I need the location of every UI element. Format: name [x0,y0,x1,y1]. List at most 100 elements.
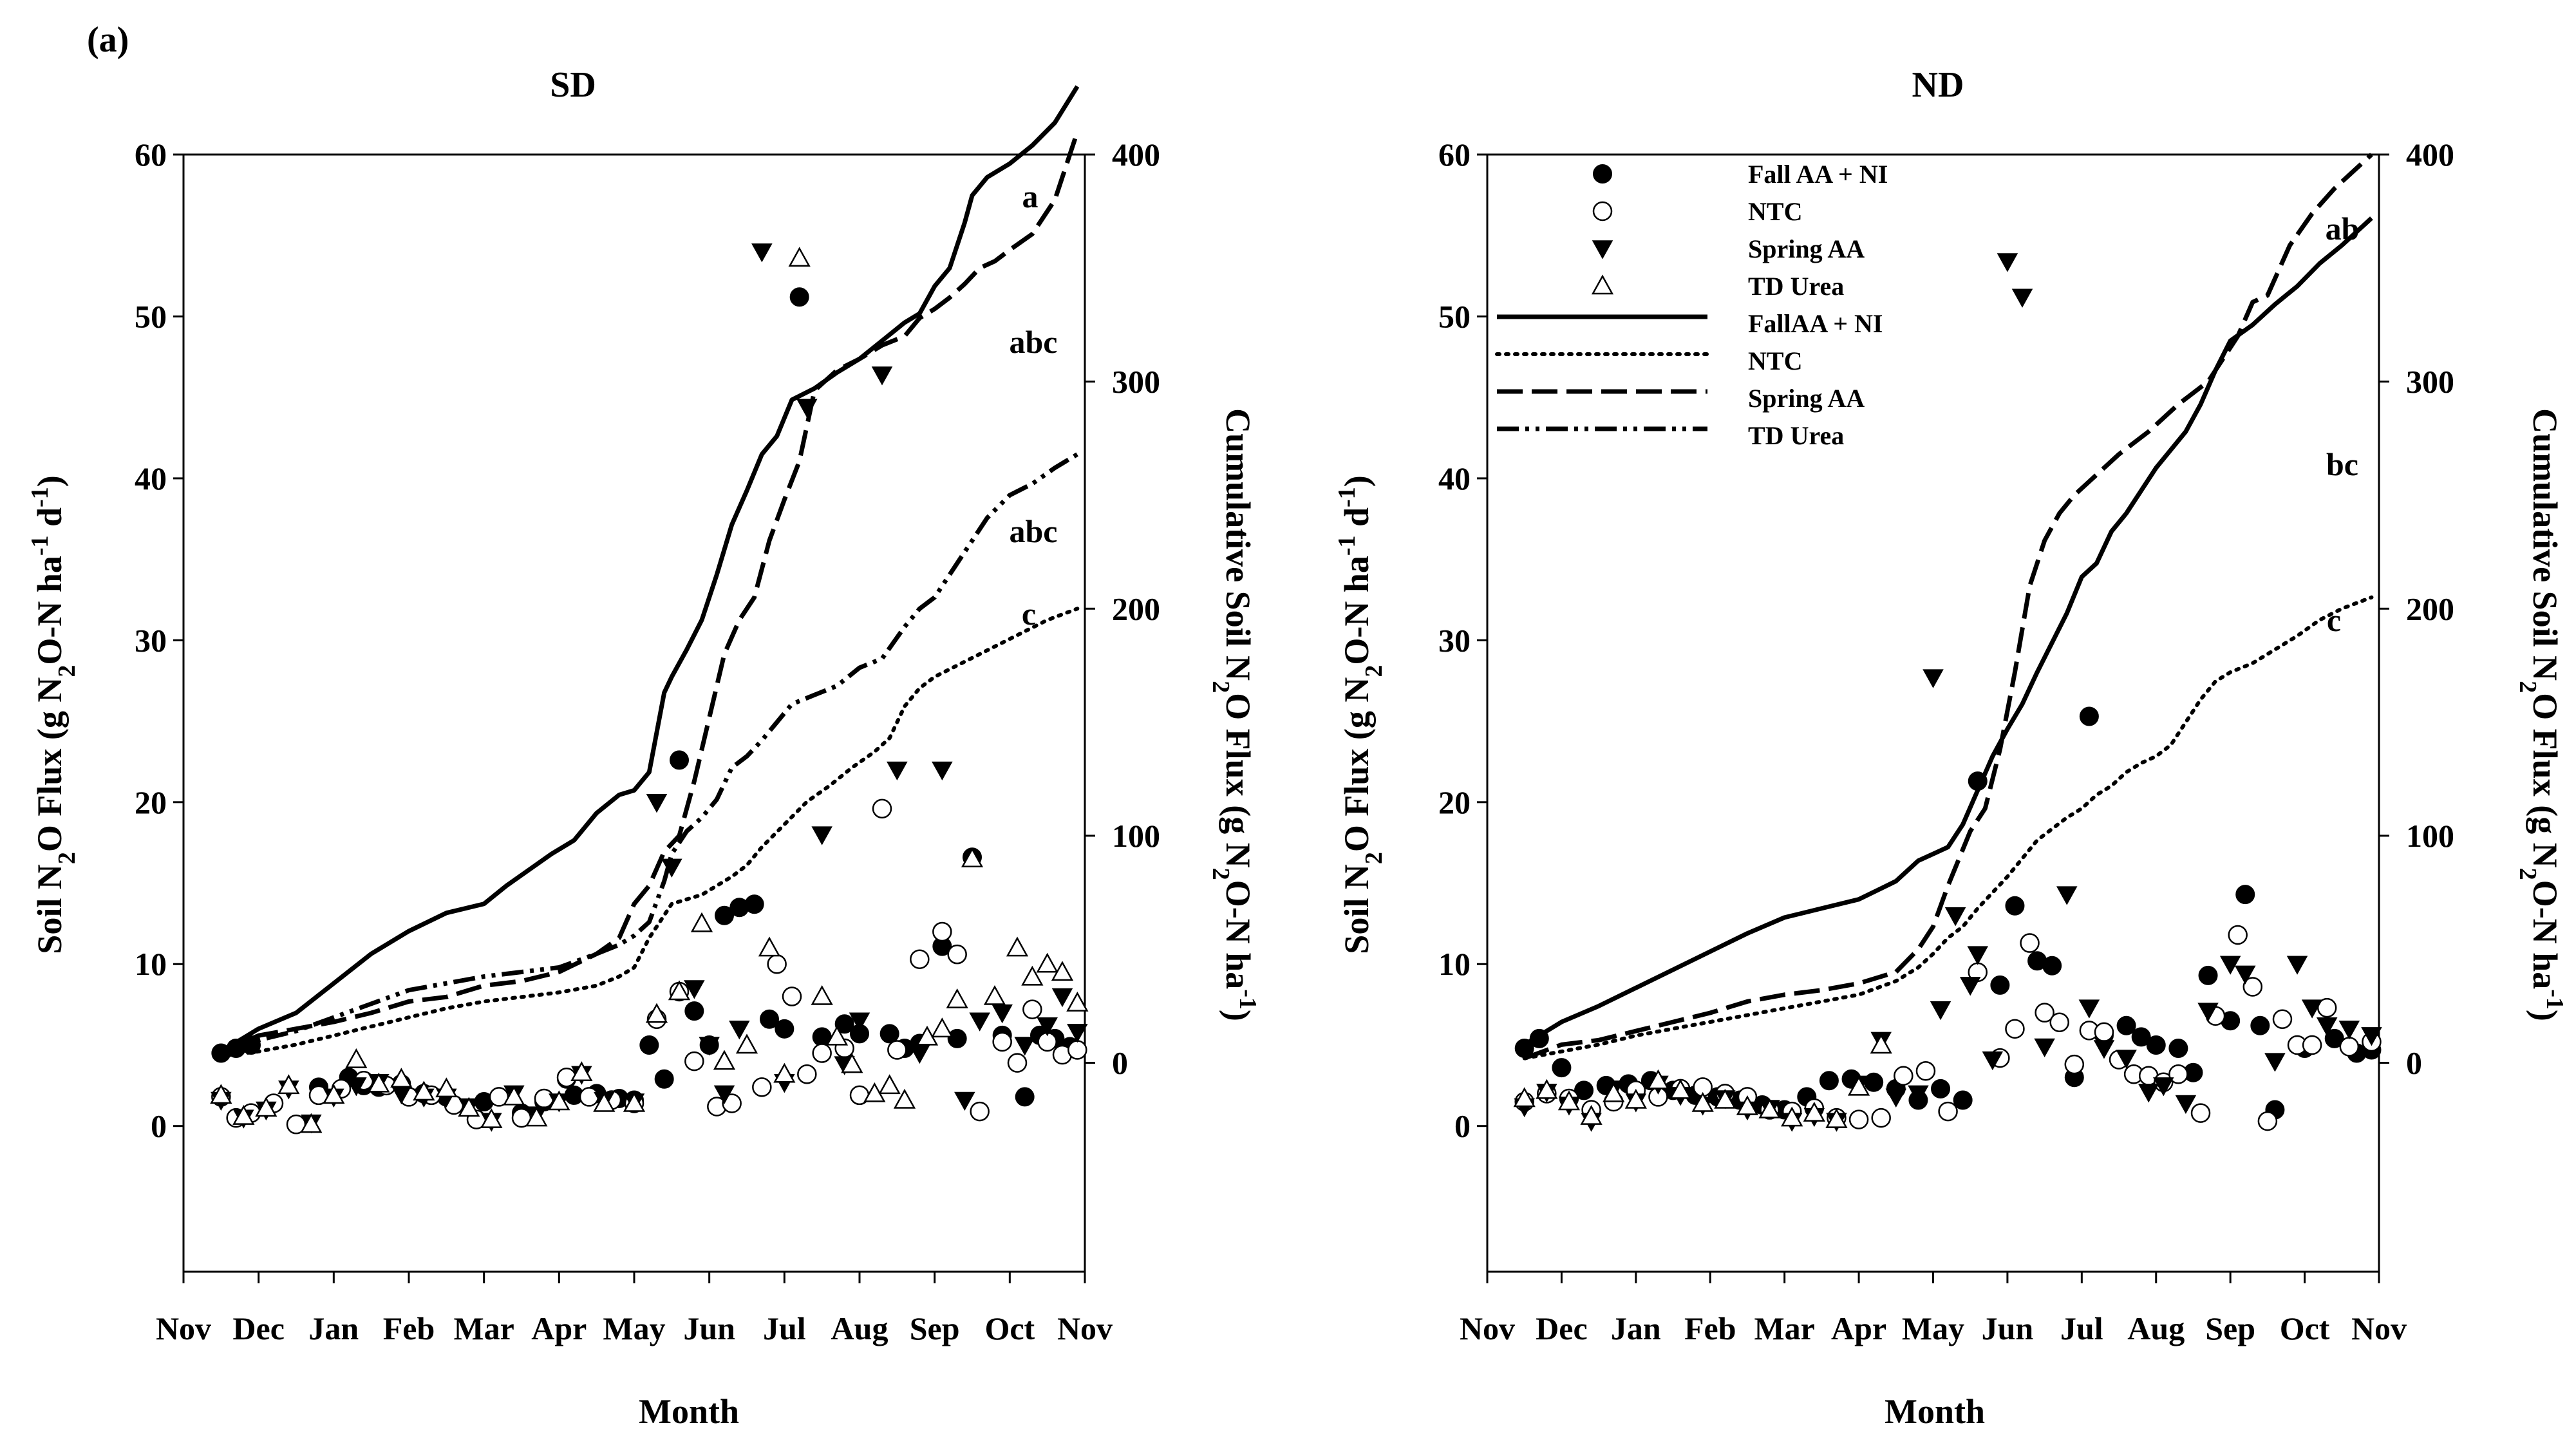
data-point-open-triangle-up [1051,961,1074,981]
panel-label: (a) [87,20,129,60]
data-point-filled-circle [947,1028,967,1048]
data-point-open-triangle-up [1603,1082,1625,1102]
x-tick-label: Jun [683,1310,735,1346]
data-point-open-circle [2257,1111,2278,1131]
data-point-open-triangle-up [1847,1075,1870,1096]
y-tick-label: 0 [151,1108,167,1144]
cumulative-line-dotted-nd [1522,595,2374,1061]
data-point-open-triangle-up [548,1090,570,1111]
annotation-nd-ntc: c [2327,602,2341,638]
data-point-filled-triangle-down [1908,1085,1929,1104]
data-point-filled-triangle-down [2138,1084,2159,1103]
y-tick-label: 40 [1438,460,1471,496]
y2-tick-label: 100 [2406,818,2454,854]
data-point-filled-triangle-down [887,761,908,781]
data-point-open-triangle-up [368,1072,390,1093]
data-point-open-circle [1067,1040,1087,1060]
data-point-filled-circle [1931,1079,1951,1099]
annotation-sd-td-urea: abc [1010,513,1058,549]
data-point-filled-circle [1529,1028,1549,1048]
cumulative-lines-sd [219,85,1080,1059]
data-point-open-triangle-up [255,1097,277,1117]
data-point-filled-triangle-down [2056,886,2078,905]
data-point-filled-triangle-down [2175,1095,2197,1115]
x-tick-label: Sep [910,1310,960,1346]
y-axis-title-sd: Soil N2O Flux (g N2O-N ha-1 d-1) [26,475,80,954]
data-point-filled-triangle-down [1067,1024,1088,1043]
data-point-open-triangle-up [893,1088,916,1109]
data-point-open-triangle-up [1870,1033,1892,1054]
data-point-open-triangle-up [413,1080,435,1101]
data-point-filled-circle [670,750,689,770]
data-point-filled-triangle-down [713,1085,735,1104]
x-tick-label: Jul [763,1310,806,1346]
data-point-filled-triangle-down [2011,288,2033,308]
data-point-filled-triangle-down [2301,999,2323,1019]
data-point-open-triangle-up [1021,965,1044,986]
legend-marker-open-circle [1592,201,1613,222]
data-point-open-triangle-up [458,1097,480,1117]
data-point-open-circle [2005,1019,2025,1039]
data-point-open-circle [579,1087,599,1107]
data-point-open-circle [2228,925,2248,945]
flux-points-nd [1513,253,2382,1132]
y-tick-label: 0 [1454,1108,1471,1144]
x-tick-label: Dec [1536,1310,1588,1346]
y2-tick-label: 300 [2406,364,2454,400]
data-point-open-triangle-up [1669,1079,1692,1099]
data-point-filled-circle [2131,1027,2151,1047]
data-point-filled-triangle-down [871,366,893,386]
data-point-open-circle [1007,1053,1028,1073]
data-point-open-triangle-up [593,1091,616,1112]
legend-label: Spring AA [1748,384,1865,413]
data-point-filled-circle [2042,956,2062,976]
x-tick-label: Feb [1684,1310,1736,1346]
series-filled-circle-nd [1514,706,2382,1120]
y2-tick-label: 0 [1112,1045,1128,1081]
data-point-open-triangle-up [570,1061,593,1081]
legend-label: NTC [1748,346,1802,375]
y-tick-label: 20 [1438,784,1471,820]
data-point-filled-circle [2116,1015,2136,1035]
data-point-open-triangle-up [1006,936,1029,957]
y2-tick-label: 300 [1112,364,1160,400]
x-tick-label: Feb [383,1310,435,1346]
data-point-filled-circle [715,905,734,925]
x-tick-label: Aug [831,1310,888,1346]
data-point-open-triangle-up [668,980,691,1001]
y2-tick-label: 0 [2406,1045,2422,1081]
data-point-open-triangle-up [503,1085,525,1106]
data-point-open-circle [534,1088,554,1109]
y-tick-label: 10 [135,946,167,982]
data-point-filled-circle [775,1019,794,1039]
x-axis-title-sd: Month [639,1392,739,1431]
data-point-filled-circle [834,1014,854,1034]
x-tick-label: Nov [156,1310,211,1346]
data-point-open-triangle-up [300,1113,323,1133]
data-point-open-triangle-up [825,1025,849,1046]
y-tick-label: 50 [135,298,167,334]
data-point-open-triangle-up [713,1050,736,1070]
data-point-open-triangle-up [1036,952,1058,973]
data-point-filled-circle [760,1009,779,1029]
data-point-filled-triangle-down [2219,956,2241,975]
legend-label: TD Urea [1748,421,1844,450]
x-tick-label: Jan [308,1310,359,1346]
cumulative-line-dashed-sd [220,131,1080,1054]
data-point-open-triangle-up [1557,1090,1581,1111]
annotation-sd-fall-aa-ni: abc [1010,324,1058,360]
data-point-open-triangle-up [841,1053,863,1073]
data-point-filled-circle [789,287,809,307]
x-tick-label: Mar [453,1310,514,1346]
x-tick-label: Jul [2060,1310,2103,1346]
y2-tick-label: 200 [2406,590,2454,627]
data-point-filled-triangle-down [2078,999,2100,1019]
data-point-open-triangle-up [232,1105,255,1125]
chart-nd: ND 0 10 20 30 40 50 60 0 100 200 300 400 Nov Dec Jan… [1333,65,2568,1431]
x-tick-label: Sep [2205,1310,2255,1346]
cumulative-line-dotted-sd [219,607,1080,1058]
x-tick-label: Nov [1460,1310,1515,1346]
data-point-filled-triangle-down [346,1077,367,1097]
data-point-open-circle [812,1043,832,1063]
